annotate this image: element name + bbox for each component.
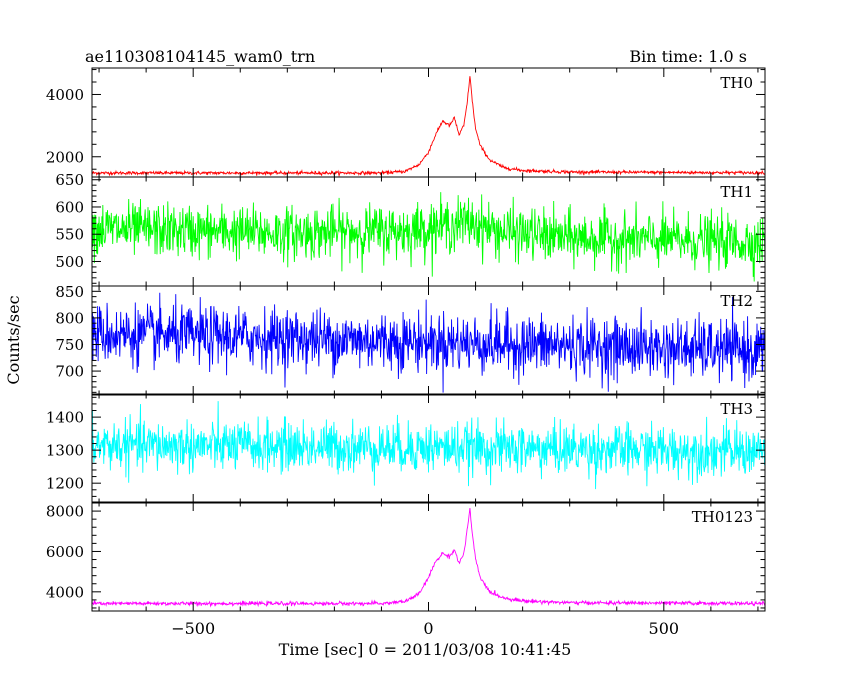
y-tick-label: 800 <box>55 309 84 327</box>
panel-label-th2: TH2 <box>720 292 753 310</box>
y-tick-label: 1400 <box>46 409 84 427</box>
panel-label-th0123: TH0123 <box>692 508 753 526</box>
y-tick-label: 700 <box>55 363 84 381</box>
panel-th3: 1200 1300 1400 TH3 <box>46 393 766 504</box>
y-tick-label: 750 <box>55 336 84 354</box>
y-tick-label: 4000 <box>46 583 84 601</box>
y-tick-label: 850 <box>55 283 84 301</box>
y-tick-label: 550 <box>55 226 84 244</box>
panel-label-th1: TH1 <box>720 183 753 201</box>
series-line-th0 <box>92 76 765 177</box>
y-tick-label: 1200 <box>46 475 84 493</box>
y-tick-label: 1300 <box>46 442 84 460</box>
chart-title: ae110308104145_wam0_trn <box>85 47 315 66</box>
y-tick-label: 650 <box>55 171 84 189</box>
y-tick-label: 4000 <box>46 86 84 104</box>
y-tick-label: 8000 <box>46 503 84 521</box>
panel-frame <box>91 67 766 178</box>
series-line-th3 <box>92 401 765 490</box>
x-axis-label: Time [sec] 0 = 2011/03/08 10:41:45 <box>279 640 572 659</box>
x-tick-label: 500 <box>649 619 680 638</box>
bin-time-label: Bin time: 1.0 s <box>629 47 747 66</box>
panel-th0123: 4000 6000 8000 TH0123 <box>46 501 766 612</box>
panel-th1: 500 550 600 650 TH1 <box>55 171 766 287</box>
y-tick-label: 6000 <box>46 543 84 561</box>
y-axis-label: Counts/sec <box>4 295 23 384</box>
y-tick-label: 500 <box>55 253 84 271</box>
panel-frame <box>91 501 766 612</box>
panels-group: 2000 4000 TH0 500 550 600 650 TH1 700 750 800 850 TH… <box>46 67 766 612</box>
y-tick-label: 600 <box>55 198 84 216</box>
x-tick-label: −500 <box>171 619 215 638</box>
panel-th2: 700 750 800 850 TH2 <box>55 283 766 396</box>
panel-label-th3: TH3 <box>720 400 753 418</box>
series-line-th0123 <box>92 508 765 608</box>
x-tick-label: 0 <box>423 619 433 638</box>
series-line-th2 <box>92 292 765 393</box>
panel-th0: 2000 4000 TH0 <box>46 67 766 178</box>
y-tick-label: 2000 <box>46 148 84 166</box>
x-axis: −500 0 500 <box>171 619 679 638</box>
series-line-th1 <box>92 192 765 282</box>
panel-label-th0: TH0 <box>720 74 753 92</box>
